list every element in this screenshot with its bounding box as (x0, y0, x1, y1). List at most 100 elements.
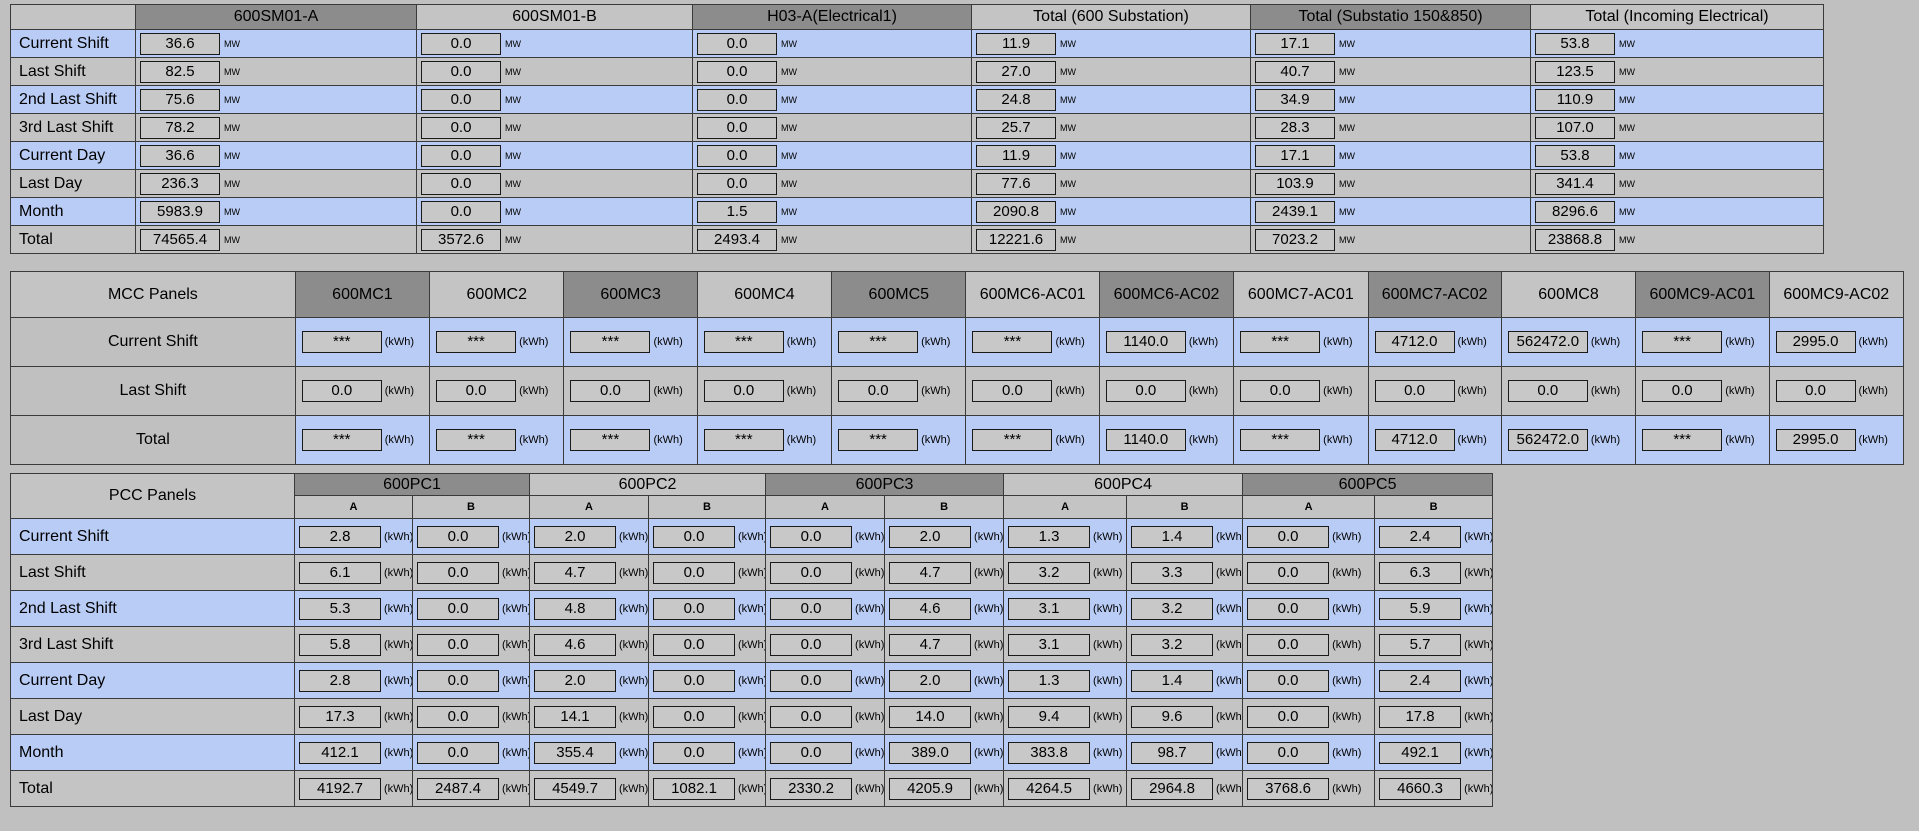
unit-label: (kWh) (384, 566, 413, 579)
unit-label: MW (1619, 234, 1635, 245)
value-display: 2.0 (889, 525, 972, 548)
unit-label: (kWh) (1464, 710, 1493, 723)
mcc-cell: 0.0 (kWh) (696, 366, 833, 416)
pcc-cell: 6.3 (kWh) (1374, 554, 1494, 591)
value-display: 2.0 (534, 669, 617, 692)
value-display: 0.0 (417, 669, 499, 692)
value-display: 11.9 (976, 144, 1056, 167)
mcc-cell: *** (kWh) (1635, 317, 1770, 367)
unit-label: (kWh) (1055, 385, 1085, 397)
unit-label: MW (1339, 178, 1355, 189)
unit-label: (kWh) (653, 336, 683, 348)
unit-label: (kWh) (1464, 746, 1493, 759)
value-display: 3572.6 (421, 228, 501, 251)
value-display: 3.2 (1008, 561, 1091, 584)
value-display: 5983.9 (140, 200, 220, 223)
pcc-cell: 4.8 (kWh) (529, 590, 650, 627)
unit-label: MW (1339, 234, 1355, 245)
substation-cell: 34.9 MW (1250, 85, 1531, 114)
value-display: 0.0 (421, 144, 501, 167)
substation-cell: 75.6 MW (135, 85, 417, 114)
value-display: *** (972, 429, 1053, 451)
value-display: 0.0 (1105, 380, 1186, 402)
mcc-cell: 0.0 (kWh) (1768, 366, 1905, 416)
pcc-row: Last Day 17.3 (kWh) 0.0 (kWh) 14.1 (kWh) 0.0 (kW… (10, 698, 1494, 735)
value-display: 383.8 (1008, 741, 1091, 764)
unit-label: (kWh) (786, 434, 817, 446)
unit-label: (kWh) (502, 746, 530, 759)
unit-label: (kWh) (519, 336, 549, 348)
substation-cell: 0.0 MW (692, 169, 972, 198)
value-display: *** (972, 331, 1053, 353)
value-display: 98.7 (1131, 741, 1214, 764)
unit-label: (kWh) (502, 710, 530, 723)
value-display: 23868.8 (1535, 228, 1615, 251)
value-display: *** (301, 429, 382, 451)
value-display: 492.1 (1379, 741, 1462, 764)
value-display: 0.0 (421, 32, 501, 55)
pcc-cell: 0.0 (kWh) (411, 554, 531, 591)
unit-label: (kWh) (1093, 746, 1123, 759)
unit-label: MW (505, 66, 521, 77)
value-display: 0.0 (1240, 380, 1321, 402)
value-display: 24.8 (976, 88, 1056, 111)
unit-label: MW (224, 38, 240, 49)
row-label: Last Shift (10, 554, 295, 591)
pcc-subcolumn-header: B (411, 495, 531, 519)
mcc-column-header: 600MC3 (563, 271, 698, 318)
value-display: 0.0 (770, 633, 853, 656)
unit-label: (kWh) (855, 530, 885, 543)
substation-row: Month 5983.9 MW 0.0 MW 1.5 MW 2090.8 MW 2439.1 MW 8… (10, 197, 1824, 226)
value-display: 0.0 (770, 669, 853, 692)
substation-cell: 53.8 MW (1530, 29, 1824, 58)
value-display: 53.8 (1535, 144, 1615, 167)
unit-label: (kWh) (1216, 710, 1243, 723)
unit-label: MW (1339, 206, 1355, 217)
substation-cell: 0.0 MW (692, 141, 972, 170)
substation-cell: 0.0 MW (692, 29, 972, 58)
value-display: 27.0 (976, 60, 1056, 83)
mcc-row: Current Shift *** (kWh) *** (kWh) *** (kWh) ***… (10, 317, 1905, 367)
unit-label: (kWh) (384, 782, 413, 795)
value-display: 0.0 (570, 380, 651, 402)
pcc-cell: 2.4 (kWh) (1374, 662, 1494, 699)
unit-label: (kWh) (1590, 434, 1621, 446)
pcc-cell: 4660.3 (kWh) (1374, 770, 1494, 807)
value-display: 2330.2 (770, 777, 853, 800)
unit-label: (kWh) (619, 710, 649, 723)
unit-label: (kWh) (384, 434, 415, 446)
value-display: 0.0 (653, 741, 736, 764)
value-display: 0.0 (421, 172, 501, 195)
unit-label: MW (224, 178, 240, 189)
unit-label: MW (1619, 38, 1635, 49)
value-display: 36.6 (140, 144, 220, 167)
value-display: 5.7 (1379, 633, 1462, 656)
substation-cell: 11.9 MW (971, 29, 1251, 58)
value-display: 2.0 (534, 525, 617, 548)
unit-label: (kWh) (1093, 566, 1123, 579)
pcc-cell: 3.2 (kWh) (1126, 590, 1244, 627)
pcc-subcolumn-header: A (1242, 495, 1376, 519)
value-display: 2487.4 (417, 777, 499, 800)
unit-label: MW (505, 234, 521, 245)
value-display: 0.0 (1247, 597, 1330, 620)
mcc-cell: *** (kWh) (831, 317, 967, 367)
value-display: 562472.0 (1507, 429, 1588, 451)
value-display: 8296.6 (1535, 200, 1615, 223)
value-display: 0.0 (972, 380, 1053, 402)
pcc-subcolumn-header: A (294, 495, 413, 519)
row-label: Total (10, 770, 295, 807)
value-display: 17.8 (1379, 705, 1462, 728)
substation-cell: 74565.4 MW (135, 225, 417, 254)
substation-cell: 0.0 MW (692, 57, 972, 86)
value-display: 17.1 (1255, 144, 1335, 167)
unit-label: (kWh) (653, 385, 683, 397)
unit-label: MW (1060, 150, 1076, 161)
pcc-subcolumn-header: A (765, 495, 886, 519)
unit-label: (kWh) (384, 674, 413, 687)
mcc-cell: 562472.0 (kWh) (1500, 317, 1637, 367)
row-label: Last Day (10, 698, 295, 735)
row-label: Current Shift (10, 518, 295, 555)
value-display: 355.4 (534, 741, 617, 764)
substation-cell: 28.3 MW (1250, 113, 1531, 142)
